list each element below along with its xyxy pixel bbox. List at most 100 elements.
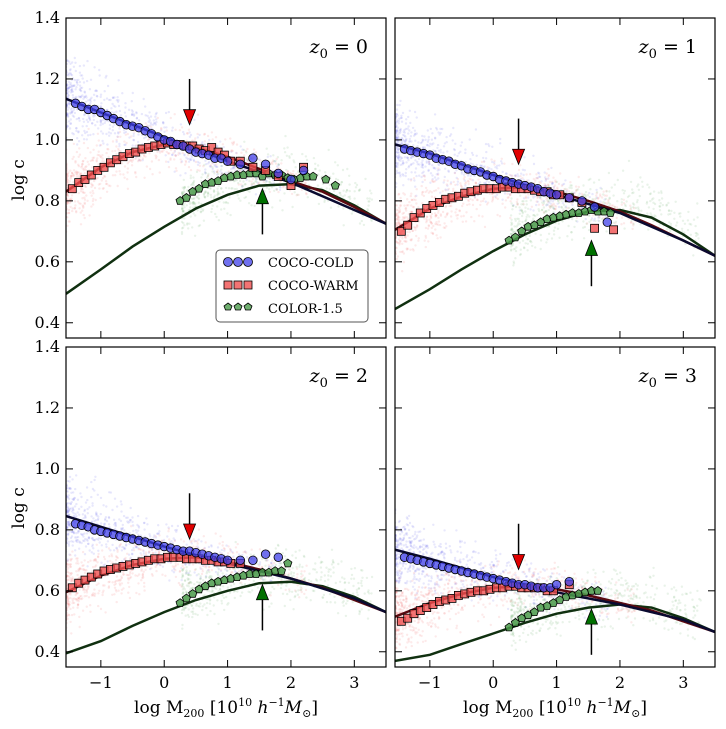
scatter-point-warm [117,149,121,152]
scatter-point-cold [118,142,121,146]
scatter-point-color [637,206,640,209]
scatter-point-warm [69,177,72,180]
scatter-point-cold [399,129,402,132]
scatter-point-color [236,194,239,197]
scatter-point-color [188,202,192,205]
scatter-point-cold [77,131,80,134]
scatter-point-warm [425,218,428,221]
scatter-point-warm [101,157,104,160]
scatter-point-warm [396,215,400,218]
scatter-point-cold [164,154,167,157]
scatter-point-warm [454,211,457,214]
scatter-point-cold [404,171,407,175]
scatter-point-cold [95,514,98,517]
scatter-point-cold [89,98,92,101]
scatter-point-warm [69,169,72,172]
scatter-point-warm [570,202,573,205]
scatter-point-warm [77,175,80,178]
scatter-point-cold [87,542,90,545]
scatter-point-warm [120,582,124,585]
scatter-point-cold [69,108,73,111]
scatter-point-cold [90,551,94,554]
scatter-point-color [570,231,573,234]
scatter-point-warm [177,151,180,155]
scatter-point-cold [175,528,178,532]
scatter-point-color [306,196,309,199]
scatter-point-cold [66,496,69,499]
scatter-point-warm [464,182,467,185]
scatter-point-cold [73,96,77,100]
scatter-point-warm [504,206,507,209]
scatter-point-cold [109,132,113,135]
scatter-point-cold [396,142,400,145]
scatter-point-warm [525,173,528,176]
scatter-point-cold [189,158,193,161]
scatter-point-cold [436,172,440,175]
scatter-point-cold [591,192,594,196]
scatter-point-cold [115,99,119,102]
scatter-point-cold [121,527,124,531]
scatter-point-color [595,191,599,194]
scatter-point-warm [553,184,557,187]
scatter-point-cold [117,99,120,102]
scatter-point-warm [70,197,73,200]
scatter-point-warm [445,183,449,186]
scatter-point-color [350,212,354,215]
scatter-point-color [695,234,698,238]
scatter-point-color [520,214,524,218]
scatter-point-cold [514,174,517,177]
scatter-point-cold [135,545,138,549]
scatter-point-cold [77,130,80,133]
scatter-point-color [586,194,589,197]
scatter-point-color [540,208,544,212]
scatter-point-cold [395,161,398,165]
scatter-point-cold [396,162,400,165]
scatter-point-cold [71,94,75,97]
scatter-point-cold [542,185,545,188]
scatter-point-warm [566,206,569,210]
scatter-point-cold [496,164,499,167]
scatter-point-cold [124,143,127,146]
scatter-point-cold [96,120,99,124]
scatter-point-warm [430,212,434,216]
scatter-point-color [692,254,695,257]
scatter-point-cold [164,111,168,115]
scatter-point-color [265,147,268,150]
scatter-point-warm [425,215,429,219]
scatter-point-warm [103,174,106,178]
scatter-point-color [237,181,240,185]
scatter-point-color [354,181,357,185]
scatter-point-warm [104,180,108,183]
scatter-point-warm [75,570,78,573]
scatter-point-warm [493,159,496,163]
scatter-point-cold [71,90,75,93]
scatter-point-warm [86,587,90,590]
scatter-point-cold [94,475,97,478]
scatter-point-cold [90,520,94,523]
scatter-point-warm [429,220,433,224]
scatter-point-color [648,192,652,196]
scatter-point-warm [461,204,464,208]
scatter-point-cold [399,129,402,132]
scatter-point-color [204,191,207,194]
scatter-point-color [545,241,548,244]
scatter-point-cold [437,149,440,152]
scatter-point-cold [547,201,550,204]
scatter-point-cold [421,166,425,169]
scatter-point-cold [101,139,104,143]
scatter-point-warm [117,579,121,582]
scatter-point-warm [425,215,429,218]
scatter-point-cold [105,108,109,112]
scatter-point-warm [595,194,598,197]
scatter-point-color [220,208,223,211]
scatter-point-cold [82,120,86,124]
scatter-point-color [345,188,349,192]
scatter-point-cold [415,132,418,135]
scatter-point-cold [484,157,488,160]
scatter-point-cold [69,122,73,125]
scatter-point-cold [68,520,72,523]
scatter-point-warm [75,171,79,174]
scatter-point-cold [397,155,401,158]
scatter-point-cold [557,205,561,209]
scatter-point-color [199,180,203,183]
